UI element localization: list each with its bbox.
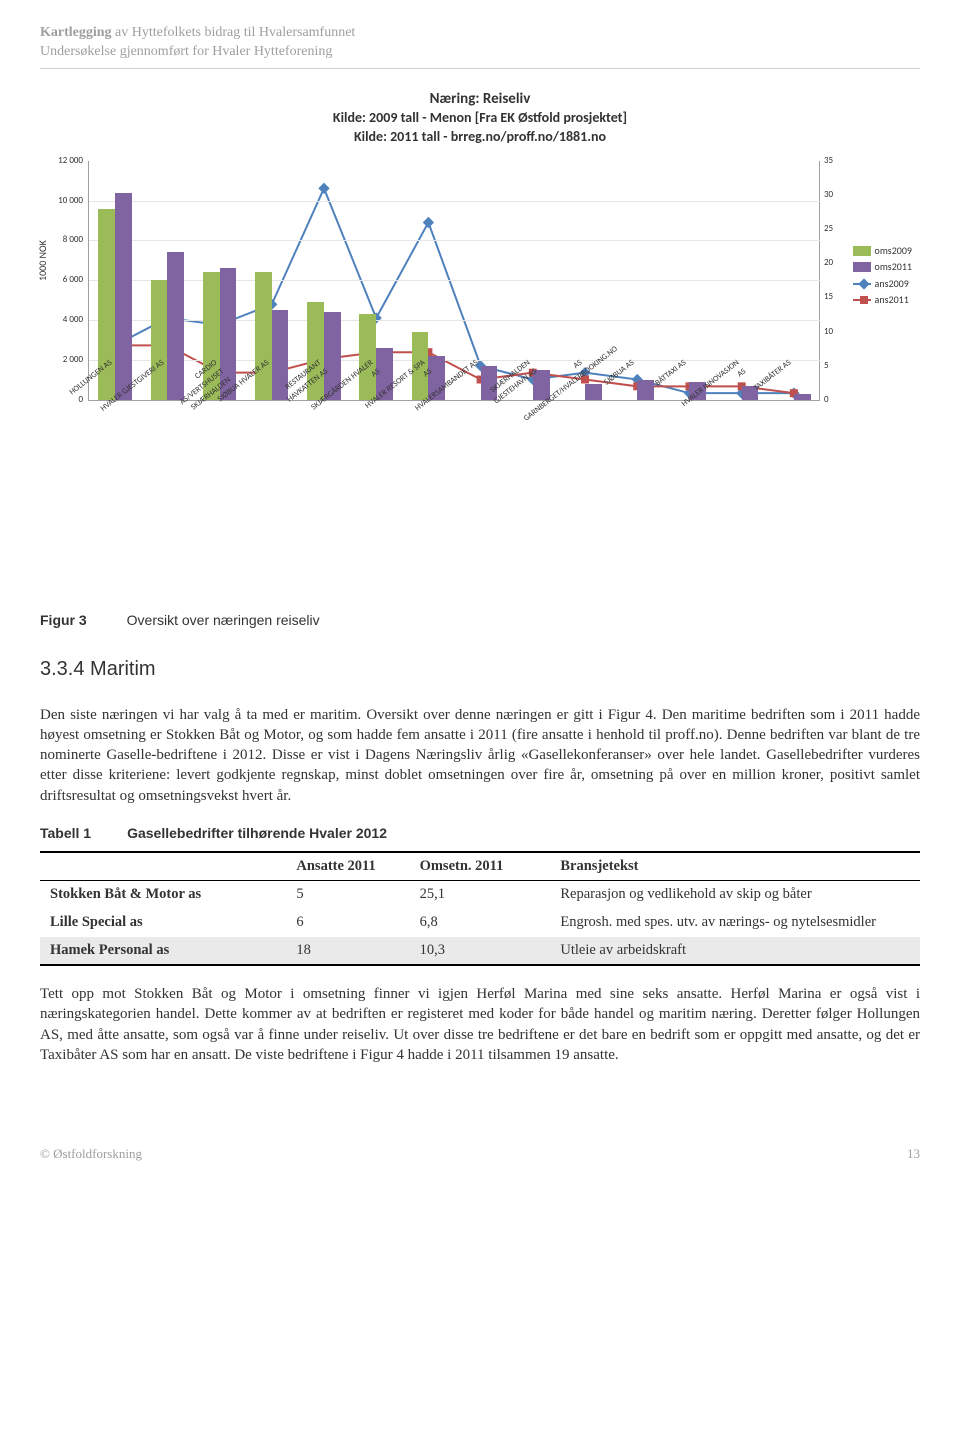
figure-caption: Figur 3 Oversikt over næringen reiseliv <box>40 611 920 630</box>
cell-bransje: Reparasjon og vedlikehold av skip og båt… <box>550 881 920 909</box>
bar-oms2011 <box>115 193 132 400</box>
marker-ans2009 <box>318 182 329 193</box>
cell-ansatte: 18 <box>286 937 409 966</box>
ytick-right: 0 <box>824 394 848 406</box>
table-header-cell: Omsetn. 2011 <box>410 852 551 881</box>
legend-oms2011: oms2011 <box>853 260 912 274</box>
figure-caption-text: Oversikt over næringen reiseliv <box>127 612 320 628</box>
chart-subtitle-2: Kilde: 2011 tall - brreg.no/proff.no/188… <box>40 128 920 147</box>
footer-left: © Østfoldforskning <box>40 1145 142 1163</box>
table-row: Stokken Båt & Motor as525,1Reparasjon og… <box>40 881 920 909</box>
bar-oms2009 <box>255 272 272 399</box>
page-footer: © Østfoldforskning 13 <box>40 1145 920 1163</box>
table-caption: Tabell 1 Gasellebedrifter tilhørende Hval… <box>40 824 920 843</box>
ytick-left: 8 000 <box>49 234 83 246</box>
cell-omsetn: 25,1 <box>410 881 551 909</box>
ytick-left: 4 000 <box>49 314 83 326</box>
table-header-cell <box>40 852 286 881</box>
ytick-left: 12 000 <box>49 155 83 167</box>
table-label: Tabell 1 <box>40 825 91 841</box>
section-number: 3.3.4 <box>40 658 84 680</box>
figure-label: Figur 3 <box>40 612 87 628</box>
header-title-rest: av Hyttefolkets bidrag til Hvalersamfunn… <box>112 25 356 40</box>
marker-ans2009 <box>423 217 434 228</box>
swatch-ans2011 <box>853 299 871 301</box>
cell-bransje: Engrosh. med spes. utv. av nærings- og n… <box>550 909 920 937</box>
bar-oms2011 <box>794 394 811 400</box>
swatch-oms2009 <box>853 246 871 256</box>
cell-bransje: Utleie av arbeidskraft <box>550 937 920 966</box>
gaselle-table: Ansatte 2011Omsetn. 2011Bransjetekst Sto… <box>40 851 920 966</box>
footer-page-number: 13 <box>907 1145 920 1163</box>
ytick-right: 25 <box>824 223 848 235</box>
ytick-right: 20 <box>824 257 848 269</box>
cell-ansatte: 5 <box>286 881 409 909</box>
swatch-ans2009 <box>853 283 871 285</box>
header-rule <box>40 68 920 69</box>
bar-oms2009 <box>151 280 168 400</box>
paragraph-maritim-2: Tett opp mot Stokken Båt og Motor i omse… <box>40 984 920 1065</box>
paragraph-maritim-1: Den siste næringen vi har valg å ta med … <box>40 705 920 806</box>
chart-reiseliv: Næring: Reiseliv Kilde: 2009 tall - Meno… <box>40 89 920 571</box>
ytick-left: 6 000 <box>49 274 83 286</box>
ytick-right: 30 <box>824 189 848 201</box>
ytick-left: 2 000 <box>49 354 83 366</box>
cell-omsetn: 10,3 <box>410 937 551 966</box>
chart-subtitle-1: Kilde: 2009 tall - Menon [Fra EK Østfold… <box>40 109 920 128</box>
section-heading: 3.3.4 Maritim <box>40 656 920 683</box>
section-title: Maritim <box>90 658 156 680</box>
table-row: Lille Special as66,8Engrosh. med spes. u… <box>40 909 920 937</box>
table-caption-text: Gasellebedrifter tilhørende Hvaler 2012 <box>127 825 387 841</box>
header-line-1: Kartlegging av Hyttefolkets bidrag til H… <box>40 24 920 43</box>
table-row: Hamek Personal as1810,3Utleie av arbeids… <box>40 937 920 966</box>
swatch-oms2011 <box>853 262 871 272</box>
cell-name: Lille Special as <box>40 909 286 937</box>
header-title-bold: Kartlegging <box>40 25 112 40</box>
ytick-right: 10 <box>824 325 848 337</box>
header-line-2: Undersøkelse gjennomført for Hvaler Hytt… <box>40 43 920 62</box>
ytick-left: 10 000 <box>49 195 83 207</box>
legend-oms2009: oms2009 <box>853 244 912 258</box>
left-y-axis-label: 1000 NOK <box>36 240 50 281</box>
cell-ansatte: 6 <box>286 909 409 937</box>
legend-ans2009: ans2009 <box>853 277 912 291</box>
cell-omsetn: 6,8 <box>410 909 551 937</box>
cell-name: Stokken Båt & Motor as <box>40 881 286 909</box>
ytick-right: 5 <box>824 360 848 372</box>
ytick-right: 35 <box>824 155 848 167</box>
ytick-right: 15 <box>824 291 848 303</box>
cell-name: Hamek Personal as <box>40 937 286 966</box>
table-header-cell: Bransjetekst <box>550 852 920 881</box>
legend-ans2011: ans2011 <box>853 293 912 307</box>
chart-title: Næring: Reiseliv <box>40 89 920 109</box>
table-header-row: Ansatte 2011Omsetn. 2011Bransjetekst <box>40 852 920 881</box>
bar-oms2011 <box>167 252 184 399</box>
table-header-cell: Ansatte 2011 <box>286 852 409 881</box>
plot-area: 02 0004 0006 0008 00010 00012 0000510152… <box>88 161 820 401</box>
legend: oms2009 oms2011 ans2009 ans2011 <box>853 241 912 310</box>
